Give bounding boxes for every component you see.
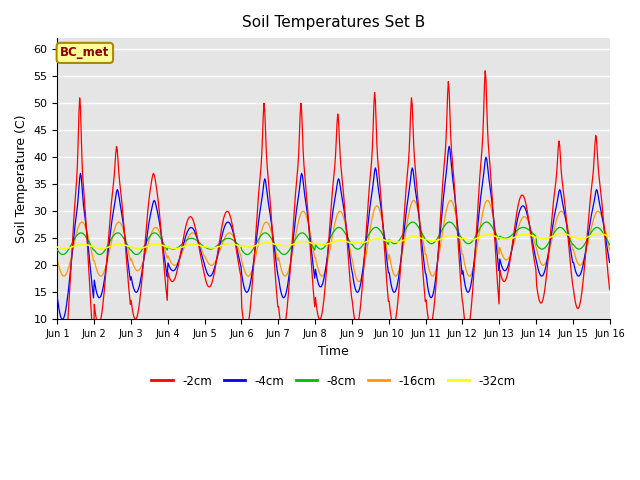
Text: BC_met: BC_met [60, 47, 109, 60]
Y-axis label: Soil Temperature (C): Soil Temperature (C) [15, 115, 28, 243]
Title: Soil Temperatures Set B: Soil Temperatures Set B [242, 15, 425, 30]
X-axis label: Time: Time [318, 345, 349, 358]
Legend: -2cm, -4cm, -8cm, -16cm, -32cm: -2cm, -4cm, -8cm, -16cm, -32cm [147, 370, 520, 392]
